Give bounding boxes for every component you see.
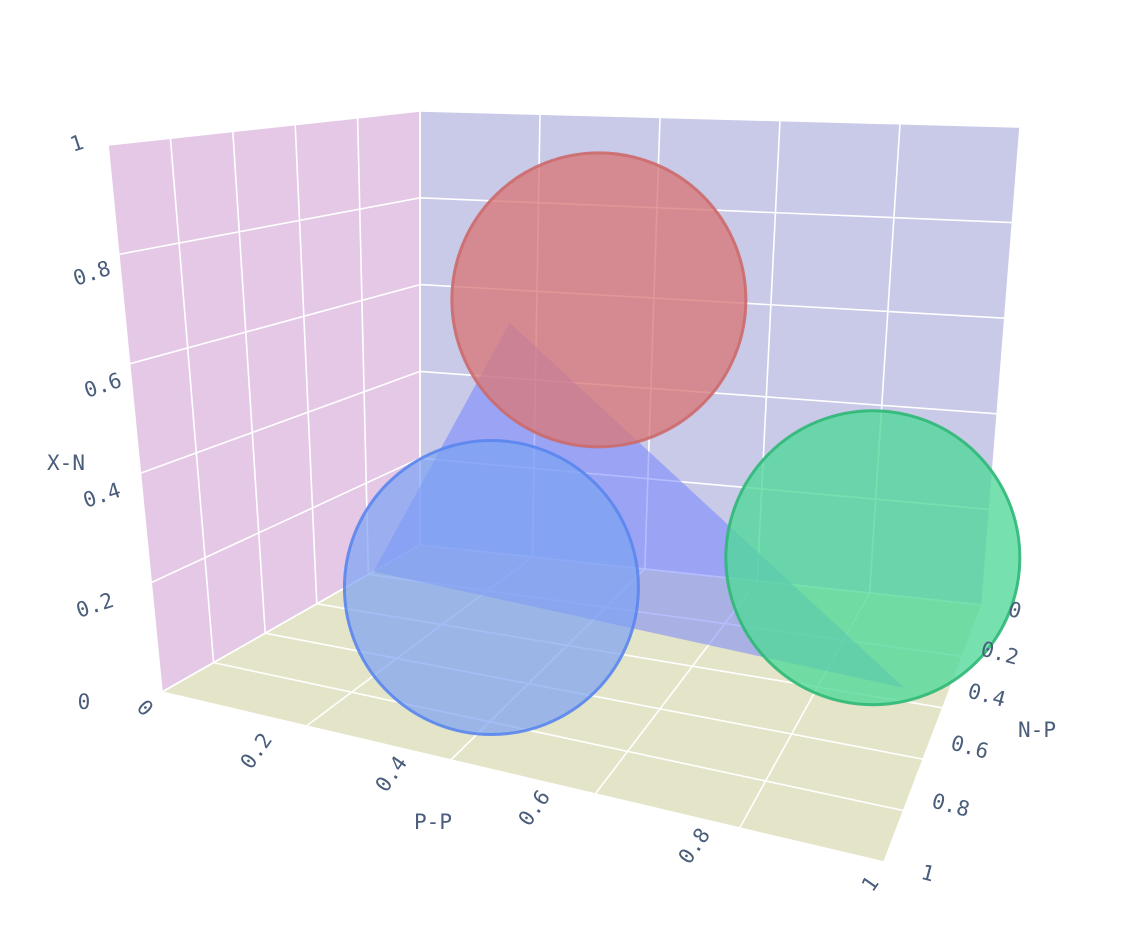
y-tick-label: 0.6: [948, 731, 991, 764]
scene-marks: [342, 151, 1022, 737]
xz-wall-gridline: [232, 131, 266, 634]
xz-wall-gridline: [169, 138, 215, 663]
xz-wall-gridline: [294, 124, 318, 604]
z-tick-label: 0.6: [81, 368, 124, 403]
z-axis-title: X-N: [47, 451, 85, 475]
x-tick-label: 0.6: [514, 786, 555, 831]
xz-wall: [108, 111, 420, 692]
floor-gridline: [213, 661, 904, 812]
z-tick-label: 0: [78, 690, 91, 714]
z-tick-label: 0.4: [80, 478, 123, 513]
sphere-marker: [724, 409, 1022, 707]
y-tick-label: 0: [1006, 597, 1024, 623]
z-tick-label: 0.8: [70, 256, 113, 291]
xz-wall-gridline: [150, 457, 421, 584]
y-tick-label: 0.8: [929, 789, 972, 822]
x-tick-label: 0.4: [371, 752, 412, 797]
z-tick-label: 0.2: [73, 588, 116, 623]
xz-wall-gridline: [107, 144, 163, 693]
x-tick-label: 0.8: [674, 824, 715, 869]
xz-wall-gridline: [356, 117, 370, 575]
xz-wall-gridline: [140, 370, 421, 474]
x-tick-label: 0.2: [236, 729, 277, 774]
xz-wall-gridline: [107, 110, 421, 146]
y-tick-label: 1: [919, 860, 937, 886]
x-tick-label: 0: [132, 695, 158, 721]
yz-wall-gridline: [419, 110, 1021, 128]
xz-wall-gridline: [118, 197, 421, 256]
sphere-marker: [342, 439, 640, 737]
y-axis-title: N-P: [1018, 718, 1056, 742]
x-axis-title: P-P: [414, 810, 452, 834]
x-tick-label: 1: [857, 872, 884, 896]
sphere-marker: [450, 151, 748, 449]
y-tick-label: 0.4: [965, 679, 1008, 712]
y-tick-label: 0.2: [978, 637, 1021, 670]
z-tick-label: 1: [67, 130, 86, 157]
xz-wall-gridline: [129, 283, 421, 365]
floor-gridline: [161, 691, 885, 863]
